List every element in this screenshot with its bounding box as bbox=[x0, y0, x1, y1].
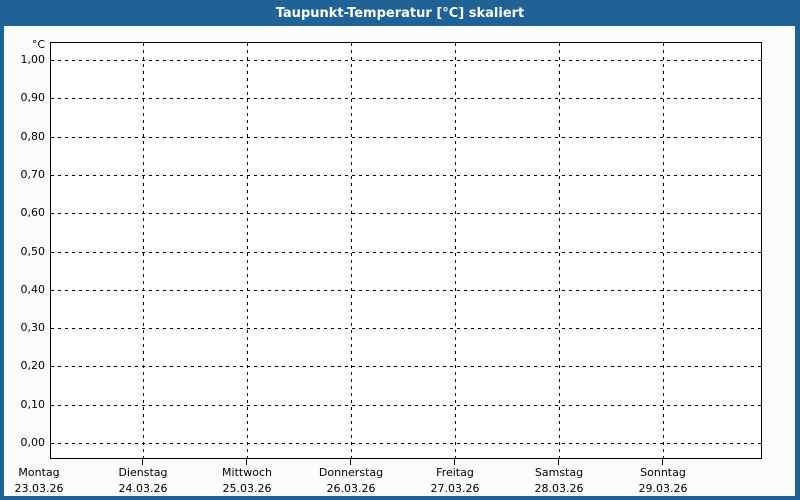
day-date-label: 24.03.26 bbox=[118, 482, 168, 495]
y-axis-unit-label: °C bbox=[31, 38, 45, 51]
window-border-left bbox=[0, 26, 4, 500]
window-border-right bbox=[795, 26, 800, 500]
gridline-vertical bbox=[559, 43, 560, 458]
day-date-label: 26.03.26 bbox=[326, 482, 376, 495]
x-axis-day-label: Freitag 27.03.26 bbox=[431, 466, 480, 496]
y-axis-tick-label: 0,40 bbox=[20, 282, 46, 296]
x-axis-tick bbox=[558, 459, 559, 465]
y-axis-tick-label: 0,20 bbox=[20, 359, 46, 373]
gridline-vertical bbox=[143, 43, 144, 458]
gridline-horizontal bbox=[51, 174, 761, 176]
day-date-label: 23.03.26 bbox=[14, 482, 64, 495]
window-border-bottom bbox=[0, 496, 800, 500]
day-name-label: Samstag bbox=[534, 466, 584, 479]
gridline-vertical bbox=[455, 43, 456, 458]
gridline-horizontal bbox=[51, 213, 761, 215]
gridline-horizontal bbox=[51, 443, 761, 444]
x-axis-tick bbox=[662, 459, 663, 465]
day-date-label: 27.03.26 bbox=[430, 482, 480, 495]
y-axis-tick-label: 0,70 bbox=[20, 167, 46, 181]
plot-area bbox=[50, 42, 762, 459]
gridline-vertical bbox=[351, 43, 352, 458]
x-axis-day-label: Donnerstag 26.03.26 bbox=[319, 466, 383, 496]
gridline-horizontal bbox=[51, 136, 761, 138]
gridline-horizontal bbox=[51, 404, 761, 406]
x-axis-day-label: Samstag 28.03.26 bbox=[535, 466, 584, 496]
y-axis-tick-label: 0,80 bbox=[20, 129, 46, 143]
gridline-horizontal bbox=[51, 328, 761, 330]
y-axis-tick-label: 1,00 bbox=[20, 53, 46, 66]
x-axis-day-label: Dienstag 24.03.26 bbox=[118, 466, 167, 496]
x-axis-day-label: Montag 23.03.26 bbox=[15, 466, 64, 496]
y-axis-tick-label: 0,00 bbox=[20, 436, 46, 449]
day-name-label: Mittwoch bbox=[222, 466, 272, 479]
day-name-label: Donnerstag bbox=[318, 466, 384, 479]
x-axis-tick bbox=[350, 459, 351, 465]
y-axis-tick-label: 0,10 bbox=[20, 397, 46, 411]
y-axis-tick-label: 0,50 bbox=[20, 244, 46, 258]
y-axis-tick-label: 0,90 bbox=[20, 91, 46, 105]
x-axis-tick bbox=[246, 459, 247, 465]
x-axis-day-label: Mittwoch 25.03.26 bbox=[222, 466, 272, 496]
gridline-horizontal bbox=[51, 98, 761, 100]
chart-title: Taupunkt-Temperatur [°C] skaliert bbox=[275, 5, 525, 21]
y-axis-tick-label: 0,60 bbox=[20, 206, 46, 220]
day-name-label: Freitag bbox=[436, 466, 474, 479]
day-date-label: 25.03.26 bbox=[222, 482, 272, 495]
day-name-label: Sonntag bbox=[640, 466, 686, 479]
y-axis-tick-label: 0,30 bbox=[20, 321, 46, 335]
x-axis-tick bbox=[454, 459, 455, 465]
gridline-horizontal bbox=[51, 251, 761, 253]
day-name-label: Montag bbox=[18, 466, 60, 479]
x-axis-tick bbox=[142, 459, 143, 465]
gridline-vertical bbox=[663, 43, 664, 458]
day-date-label: 29.03.26 bbox=[638, 482, 688, 495]
gridline-horizontal bbox=[51, 60, 761, 61]
gridline-vertical bbox=[247, 43, 248, 458]
gridline-horizontal bbox=[51, 366, 761, 368]
day-date-label: 28.03.26 bbox=[534, 482, 584, 495]
gridline-horizontal bbox=[51, 289, 761, 291]
day-name-label: Dienstag bbox=[118, 466, 168, 479]
x-axis-day-label: Sonntag 29.03.26 bbox=[639, 466, 688, 496]
title-bar: Taupunkt-Temperatur [°C] skaliert bbox=[0, 0, 800, 26]
